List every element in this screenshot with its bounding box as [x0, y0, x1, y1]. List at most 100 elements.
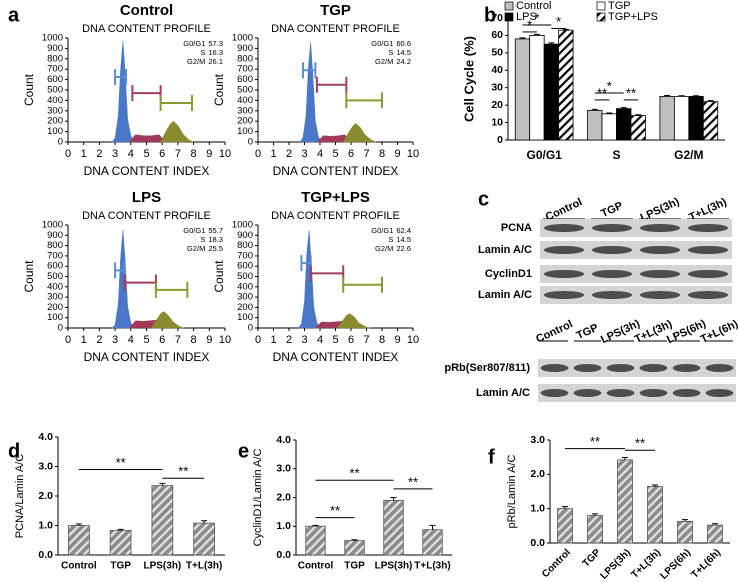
stat-value: 26.1	[208, 57, 223, 66]
error-bar	[682, 519, 688, 522]
stat-label: G2/M 26.1	[187, 57, 223, 66]
x-tick-label: 2	[286, 148, 292, 160]
significance-label: *	[556, 14, 561, 29]
y-tick-label: 2.0	[276, 491, 291, 503]
stat-label: G2/M 24.2	[375, 57, 411, 66]
blot-band	[639, 270, 681, 278]
error-bar	[652, 484, 658, 487]
blot-band	[687, 224, 729, 232]
x-tick-label: 3	[112, 148, 118, 160]
gate-marker	[154, 281, 189, 298]
bar	[193, 522, 215, 556]
y-axis-label: Count	[212, 73, 226, 106]
stat-label: S 14.5	[388, 235, 411, 244]
blot-band	[639, 224, 681, 232]
histogram-area	[150, 311, 185, 329]
legend-label: TGP+LPS	[608, 11, 658, 23]
chart-subtitle: DNA CONTENT PROFILE	[82, 210, 211, 222]
significance-label: *	[607, 78, 612, 93]
bar	[514, 38, 531, 141]
y-tick-label: 700	[237, 64, 253, 75]
blot-band	[687, 246, 729, 254]
lane-label: TGP	[575, 322, 601, 342]
error-bar	[390, 497, 397, 501]
x-tick-label: 2	[96, 334, 102, 346]
stat-value: 62.4	[396, 226, 411, 235]
stat-name: S	[388, 48, 393, 57]
error-bar	[707, 100, 714, 102]
y-tick-label: 4.0	[38, 431, 53, 443]
y-tick-label: 400	[237, 281, 253, 292]
significance-label: **	[178, 464, 188, 479]
histogram-area	[297, 230, 321, 329]
legend-swatch	[596, 1, 606, 11]
x-tick-label: 8	[191, 334, 197, 346]
stat-label: G2/M 22.6	[375, 244, 411, 253]
y-tick-label: 100	[47, 312, 63, 323]
y-tick-label: 60	[491, 29, 503, 41]
error-bar	[622, 457, 628, 460]
row-label: Lamin A/C	[478, 244, 532, 256]
error-bar	[351, 539, 358, 541]
x-tick-label: 4	[128, 148, 134, 160]
x-tick-label: 0	[65, 148, 71, 160]
legend-swatch	[596, 12, 606, 22]
x-tick-label: 5	[143, 148, 149, 160]
y-tick-label: 1000	[232, 220, 253, 231]
blot-strip	[540, 219, 732, 237]
y-axis-label: pRb/Lamin A/C	[506, 454, 518, 528]
y-axis-label: PCNA/Lamin A/C	[14, 454, 26, 538]
x-tick-label: 9	[394, 334, 400, 346]
error-bar	[562, 28, 569, 31]
error-bar	[117, 528, 124, 531]
significance-label: **	[116, 455, 126, 470]
error-bar	[664, 95, 671, 97]
y-tick-label: 100	[237, 312, 253, 323]
y-tick-label: 40	[491, 64, 503, 76]
x-tick-label: 0	[255, 148, 261, 160]
significance-label: **	[349, 466, 359, 481]
y-tick-label: 800	[47, 240, 63, 251]
x-tick-label: LPS(3h)	[598, 547, 632, 581]
blot-band	[705, 364, 734, 372]
stat-value: 25.5	[208, 244, 223, 253]
stat-label: G0/G1 62.4	[371, 226, 411, 235]
y-tick-label: 0	[248, 323, 253, 334]
x-tick-label: G0/G1	[526, 148, 562, 162]
chart-subtitle: DNA CONTENT PROFILE	[271, 210, 400, 222]
bar	[673, 96, 690, 141]
error-bar	[712, 523, 718, 526]
x-tick-label: LPS(3h)	[375, 561, 413, 572]
blot-band	[591, 224, 633, 232]
error-bar	[159, 482, 166, 486]
panel-label: b	[484, 4, 496, 26]
chart-title: Control	[120, 2, 173, 19]
y-tick-label: 0	[58, 137, 63, 148]
x-tick-label: 5	[143, 334, 149, 346]
histogram-area	[299, 42, 322, 143]
blot-strip	[538, 384, 736, 402]
lane-label: TGP	[599, 200, 625, 220]
x-tick-label: 9	[206, 148, 212, 160]
stat-value: 55.7	[208, 226, 223, 235]
significance-label: *	[527, 17, 532, 32]
blot-band	[687, 270, 729, 278]
legend-label: Control	[516, 0, 551, 12]
blot-band	[639, 291, 681, 299]
y-tick-label: 800	[47, 53, 63, 64]
gate-marker	[301, 62, 317, 79]
panel-label: f	[488, 446, 495, 468]
x-tick-label: T+L(3h)	[629, 547, 663, 581]
legend-label: LPS	[516, 11, 537, 23]
y-tick-label: 0	[248, 137, 253, 148]
x-tick-label: 1	[81, 148, 87, 160]
blot-strip	[540, 265, 732, 283]
blot-strip	[538, 359, 736, 377]
x-tick-label: 3	[112, 334, 118, 346]
gate-marker	[309, 265, 345, 282]
bar	[558, 29, 574, 141]
bar	[557, 508, 573, 544]
bar	[707, 524, 723, 544]
blot-band	[591, 246, 633, 254]
histogram-area	[111, 230, 135, 329]
